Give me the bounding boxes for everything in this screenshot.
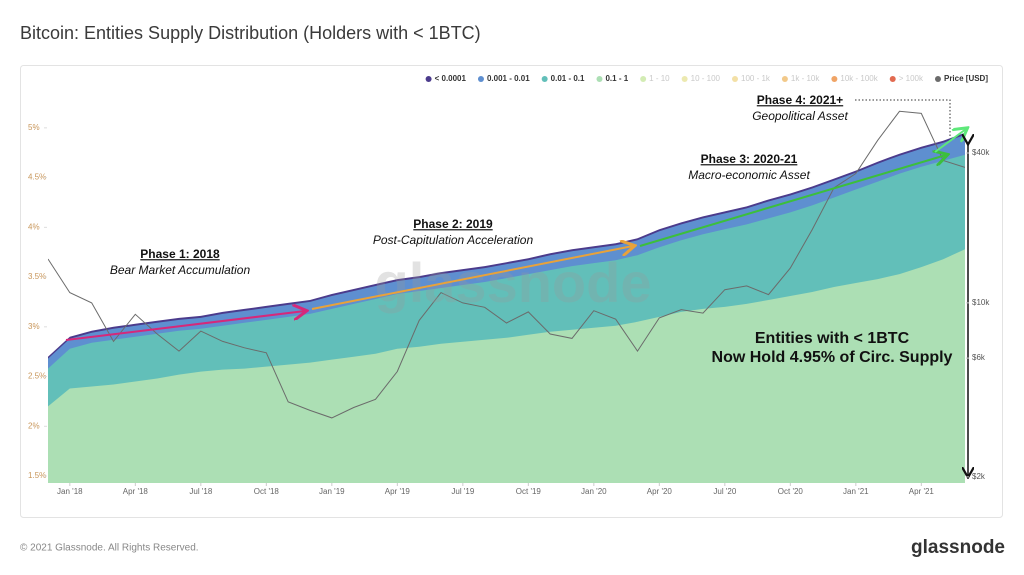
- y-tick-label: 4%: [28, 222, 40, 231]
- x-tick-label: Jul '20: [713, 487, 736, 496]
- x-tick-label: Oct '18: [254, 487, 280, 496]
- legend-label: 0.001 - 0.01: [487, 74, 530, 83]
- y-tick-label: 3%: [28, 322, 40, 331]
- legend-label: 1k - 10k: [791, 74, 820, 83]
- price-line: [48, 110, 965, 419]
- x-tick-label: Oct '20: [778, 487, 804, 496]
- watermark: glassnode: [375, 251, 652, 314]
- legend-marker: [781, 76, 788, 82]
- legend-label: 10 - 100: [691, 74, 721, 83]
- legend-label: 0.1 - 1: [605, 74, 628, 83]
- y2-tick-label: $2k: [972, 472, 986, 481]
- annotations: glassnode Phase 1: 2018 Bear Market Accumu…: [65, 93, 968, 476]
- legend-label: 1 - 10: [649, 74, 670, 83]
- legend-marker: [541, 76, 548, 82]
- annotation-text: Geopolitical Asset: [752, 109, 848, 123]
- legend-marker: [477, 76, 484, 82]
- callout: Now Hold 4.95% of Circ. Supply: [712, 349, 953, 366]
- legend-marker: [889, 76, 896, 82]
- callout: Entities with < 1BTC: [755, 330, 910, 347]
- y-tick-label: 4.5%: [28, 173, 46, 182]
- legend-marker: [596, 76, 603, 82]
- y-tick-label: 5%: [28, 123, 40, 132]
- y-tick-label: 2%: [28, 421, 40, 430]
- chart-title: Bitcoin: Entities Supply Distribution (H…: [20, 23, 481, 43]
- y2-tick-label: $40k: [972, 148, 990, 157]
- logo: glassnode: [911, 537, 1005, 558]
- y-tick-label: 3.5%: [28, 272, 46, 281]
- area: [48, 249, 965, 483]
- x-tick-label: Jul '19: [451, 487, 474, 496]
- legend-label: < 0.0001: [435, 74, 467, 83]
- annotation-text: Macro-economic Asset: [688, 168, 810, 182]
- trend-arrow: [65, 311, 305, 341]
- x-tick-label: Apr '19: [385, 487, 411, 496]
- annotation-title: Phase 3: 2020-21: [701, 152, 798, 166]
- legend-marker: [732, 76, 738, 82]
- legend: < 0.0001 0.001 - 0.01 0.01 - 0.1 0.1 - 1 1 -…: [425, 74, 988, 83]
- x-tick-label: Apr '18: [123, 487, 149, 496]
- annotation-title: Phase 2: 2019: [413, 217, 493, 231]
- copyright: © 2021 Glassnode. All Rights Reserved.: [20, 543, 199, 554]
- annotation-text: Post-Capitulation Acceleration: [373, 233, 534, 247]
- legend-marker: [831, 76, 838, 82]
- y2-tick-label: $6k: [972, 353, 986, 362]
- legend-marker: [640, 76, 647, 82]
- y-tick-label: 2.5%: [28, 372, 46, 381]
- legend-label: 10k - 100k: [840, 74, 878, 83]
- x-tick-label: Apr '20: [647, 487, 673, 496]
- legend-label: 0.01 - 0.1: [551, 74, 585, 83]
- legend-marker: [681, 76, 688, 82]
- legend-marker: [425, 76, 432, 82]
- x-tick-label: Jan '19: [319, 487, 345, 496]
- annotation-title: Phase 1: 2018: [140, 247, 220, 261]
- x-tick-label: Jan '18: [57, 487, 83, 496]
- annotation-text: Bear Market Accumulation: [110, 263, 251, 277]
- x-tick-label: Jan '21: [843, 487, 869, 496]
- trend-arrow: [934, 129, 966, 153]
- plot-area: [48, 110, 965, 483]
- trend-arrow: [311, 246, 633, 310]
- x-tick-label: Jan '20: [581, 487, 607, 496]
- trend-arrow: [639, 155, 946, 247]
- legend-label: > 100k: [899, 74, 924, 83]
- x-tick-label: Apr '21: [909, 487, 935, 496]
- x-tick-label: Oct '19: [516, 487, 542, 496]
- annotation-title: Phase 4: 2021+: [757, 93, 843, 107]
- x-tick-label: Jul '18: [189, 487, 212, 496]
- dotted-leader: [855, 99, 951, 138]
- legend-label: Price [USD]: [944, 74, 988, 83]
- legend-label: 100 - 1k: [741, 74, 771, 83]
- y-tick-label: 1.5%: [28, 471, 46, 480]
- legend-marker: [934, 76, 941, 82]
- y2-tick-label: $10k: [972, 298, 990, 307]
